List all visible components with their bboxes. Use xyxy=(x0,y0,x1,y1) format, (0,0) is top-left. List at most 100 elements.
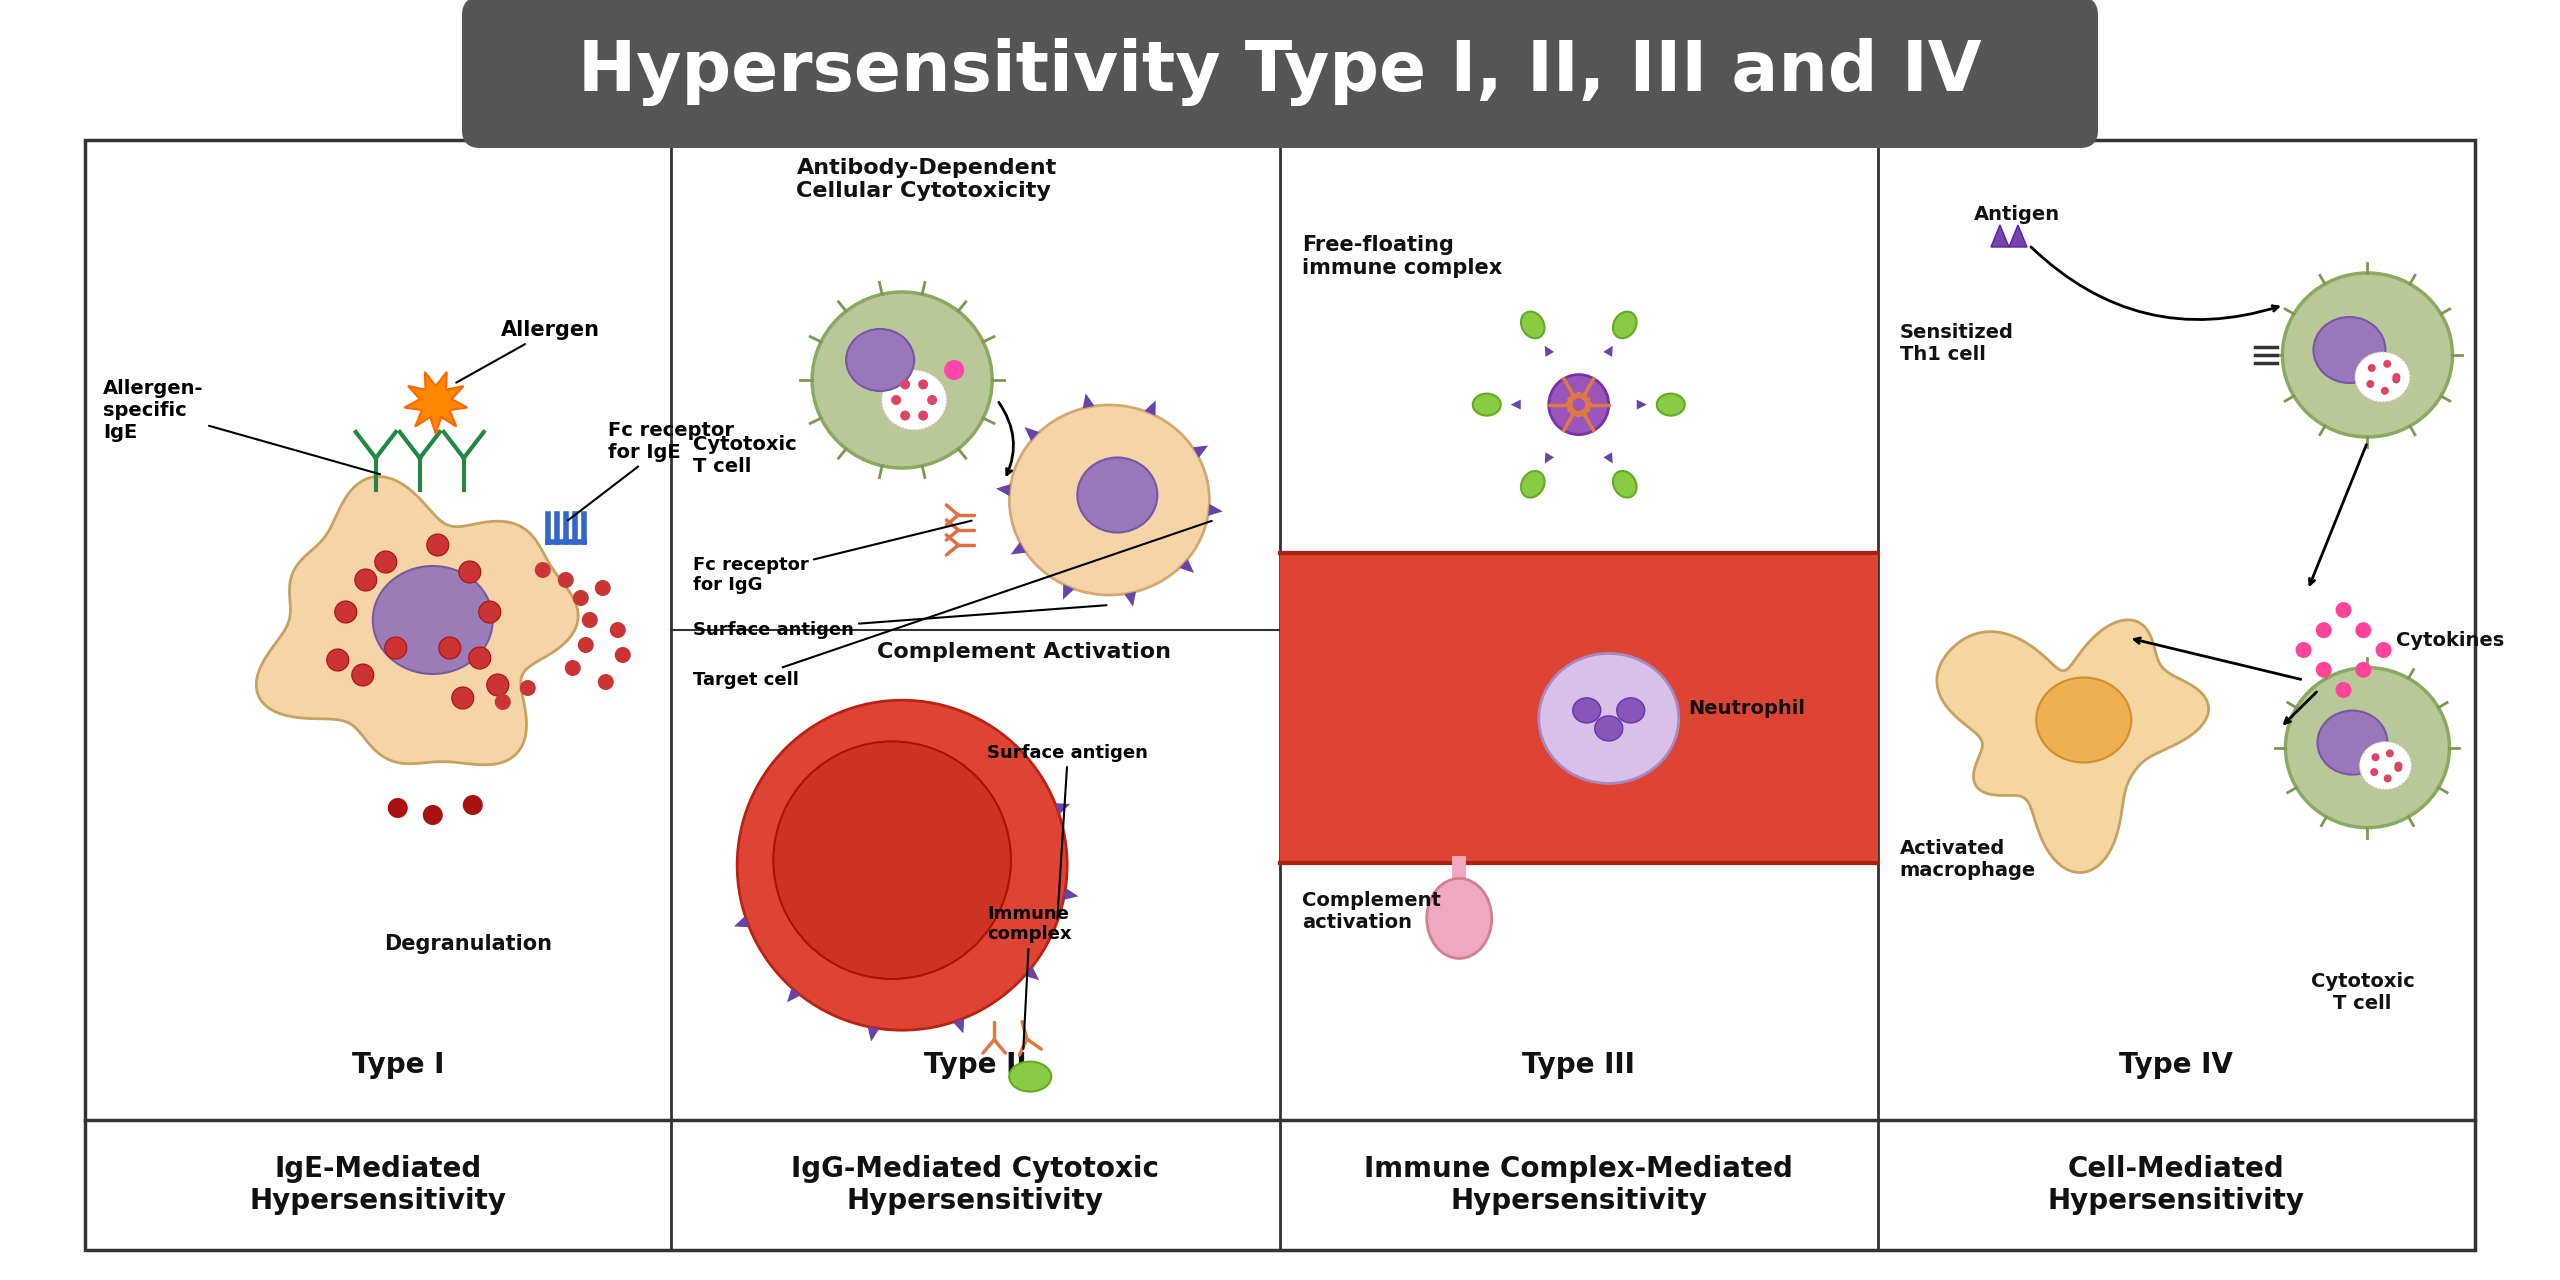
Circle shape xyxy=(387,797,407,818)
Ellipse shape xyxy=(812,292,993,468)
Polygon shape xyxy=(1062,585,1075,599)
Circle shape xyxy=(520,680,535,696)
Polygon shape xyxy=(1024,966,1039,980)
Circle shape xyxy=(2386,749,2394,758)
Circle shape xyxy=(2355,662,2371,678)
Ellipse shape xyxy=(1539,653,1679,783)
Ellipse shape xyxy=(1426,878,1492,959)
Text: Complement
activation: Complement activation xyxy=(1303,891,1441,932)
Circle shape xyxy=(2335,602,2353,618)
Polygon shape xyxy=(1144,401,1155,416)
Circle shape xyxy=(2317,622,2332,639)
Text: Surface antigen: Surface antigen xyxy=(988,744,1149,919)
Circle shape xyxy=(2394,372,2401,381)
Ellipse shape xyxy=(2314,317,2386,383)
Text: Surface antigen: Surface antigen xyxy=(694,605,1106,639)
Polygon shape xyxy=(1083,393,1096,408)
Text: Degranulation: Degranulation xyxy=(384,933,553,954)
Polygon shape xyxy=(786,988,801,1002)
Circle shape xyxy=(614,646,630,663)
Ellipse shape xyxy=(1521,471,1544,498)
Text: Cell-Mediated
Hypersensitivity: Cell-Mediated Hypersensitivity xyxy=(2048,1155,2304,1215)
Text: Type IV: Type IV xyxy=(2120,1051,2232,1079)
Ellipse shape xyxy=(1613,311,1636,338)
Circle shape xyxy=(594,580,612,596)
Ellipse shape xyxy=(1009,404,1208,595)
Polygon shape xyxy=(952,1018,965,1033)
Ellipse shape xyxy=(1572,698,1600,723)
Text: Type II: Type II xyxy=(924,1051,1027,1079)
Circle shape xyxy=(773,741,1011,979)
Polygon shape xyxy=(1055,803,1070,814)
Circle shape xyxy=(428,534,448,556)
Polygon shape xyxy=(1062,888,1078,900)
Circle shape xyxy=(494,694,512,710)
Circle shape xyxy=(566,660,581,676)
Circle shape xyxy=(919,379,929,389)
Circle shape xyxy=(2394,764,2401,772)
Text: Allergen: Allergen xyxy=(456,320,599,383)
Ellipse shape xyxy=(2035,677,2130,763)
Polygon shape xyxy=(735,916,750,927)
Ellipse shape xyxy=(1009,1061,1052,1092)
Text: Free-floating
immune complex: Free-floating immune complex xyxy=(1303,236,1503,278)
Text: Type I: Type I xyxy=(351,1051,443,1079)
Circle shape xyxy=(945,360,965,380)
Circle shape xyxy=(901,379,911,389)
Polygon shape xyxy=(404,372,468,434)
Text: Target cell: Target cell xyxy=(694,521,1211,689)
Ellipse shape xyxy=(2355,352,2409,402)
Polygon shape xyxy=(1636,399,1646,410)
Ellipse shape xyxy=(2284,273,2452,436)
Circle shape xyxy=(438,637,461,659)
Circle shape xyxy=(558,572,573,588)
Ellipse shape xyxy=(1472,394,1500,416)
Circle shape xyxy=(384,637,407,659)
Text: Immune Complex-Mediated
Hypersensitivity: Immune Complex-Mediated Hypersensitivity xyxy=(1364,1155,1792,1215)
Circle shape xyxy=(335,602,356,623)
Circle shape xyxy=(486,675,509,696)
Ellipse shape xyxy=(1618,698,1644,723)
Text: Allergen-
specific
IgE: Allergen- specific IgE xyxy=(102,379,379,475)
Text: Type III: Type III xyxy=(1523,1051,1636,1079)
Circle shape xyxy=(356,570,376,591)
Text: Complement Activation: Complement Activation xyxy=(878,643,1170,662)
Circle shape xyxy=(919,411,929,421)
Circle shape xyxy=(2383,360,2391,367)
Circle shape xyxy=(609,622,625,637)
Circle shape xyxy=(573,590,589,605)
Text: Antigen: Antigen xyxy=(1974,206,2061,224)
Polygon shape xyxy=(1180,559,1193,573)
Circle shape xyxy=(891,396,901,404)
Circle shape xyxy=(2381,387,2388,394)
Circle shape xyxy=(351,664,374,686)
Text: Antibody-Dependent
Cellular Cytotoxicity: Antibody-Dependent Cellular Cytotoxicity xyxy=(796,157,1057,201)
Circle shape xyxy=(2317,662,2332,678)
Circle shape xyxy=(2383,774,2391,782)
Circle shape xyxy=(927,396,937,404)
Polygon shape xyxy=(256,476,579,765)
Polygon shape xyxy=(1024,428,1039,440)
Circle shape xyxy=(599,675,614,690)
Text: Fc receptor
for IgG: Fc receptor for IgG xyxy=(694,521,973,594)
Polygon shape xyxy=(996,484,1011,497)
Circle shape xyxy=(2296,643,2312,658)
Circle shape xyxy=(2394,762,2401,769)
Circle shape xyxy=(535,562,550,579)
Circle shape xyxy=(374,550,397,573)
Ellipse shape xyxy=(374,566,492,675)
Circle shape xyxy=(2355,622,2371,639)
Circle shape xyxy=(2371,753,2378,762)
Text: Fc receptor
for IgE: Fc receptor for IgE xyxy=(568,421,735,520)
Circle shape xyxy=(581,612,599,628)
Ellipse shape xyxy=(2360,741,2412,790)
Circle shape xyxy=(1549,375,1608,435)
Circle shape xyxy=(420,387,451,417)
Circle shape xyxy=(579,637,594,653)
Circle shape xyxy=(737,700,1068,1030)
Bar xyxy=(1280,553,1876,864)
Text: IgG-Mediated Cytotoxic
Hypersensitivity: IgG-Mediated Cytotoxic Hypersensitivity xyxy=(791,1155,1160,1215)
Circle shape xyxy=(2391,375,2401,384)
Circle shape xyxy=(2365,380,2373,388)
Text: Activated
macrophage: Activated macrophage xyxy=(1900,838,2035,879)
